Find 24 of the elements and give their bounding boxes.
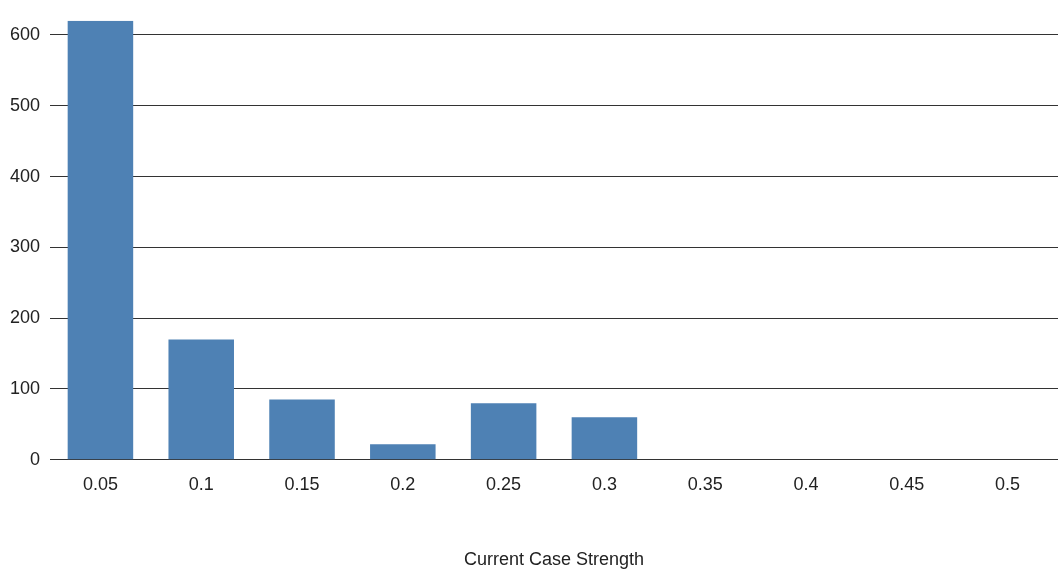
x-tick-label: 0.35 (687, 473, 723, 494)
x-tick-label: 0.15 (284, 473, 320, 494)
x-tick-label: 0.4 (793, 473, 819, 494)
y-tick-label: 0 (30, 448, 41, 469)
bar (571, 417, 638, 460)
y-tick-label: 400 (9, 165, 41, 186)
bar (269, 399, 335, 460)
x-axis-title: Current Case Strength (463, 549, 645, 570)
x-tick-label: 0.05 (82, 473, 118, 494)
x-tick-label: 0.45 (889, 473, 925, 494)
x-tick-label: 0.5 (995, 473, 1021, 494)
y-tick-label: 500 (9, 94, 41, 115)
x-tick-label: 0.2 (390, 473, 416, 494)
y-tick-label: 600 (9, 23, 41, 44)
y-tick-label: 300 (9, 236, 41, 257)
bar (168, 339, 234, 460)
y-tick-label: 200 (9, 307, 41, 328)
bar (370, 444, 436, 460)
x-tick-label: 0.25 (486, 473, 522, 494)
x-tick-label: 0.1 (188, 473, 214, 494)
x-tick-label: 0.3 (591, 473, 617, 494)
bar (67, 20, 134, 460)
bar (470, 403, 537, 460)
y-tick-label: 100 (9, 377, 41, 398)
